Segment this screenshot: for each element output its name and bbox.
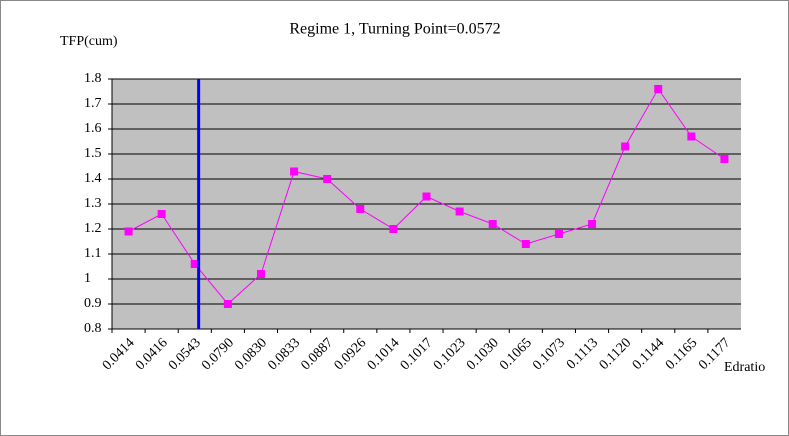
y-tick-label: 1.4	[84, 171, 102, 186]
data-point	[157, 210, 166, 218]
data-point	[488, 220, 497, 228]
data-point	[290, 167, 299, 176]
data-point	[389, 225, 398, 233]
y-tick-label: 1.7	[84, 96, 102, 111]
y-tick-label: 1	[84, 271, 91, 286]
y-tick-label: 0.9	[84, 296, 102, 311]
data-point	[687, 132, 696, 141]
data-point	[521, 240, 530, 248]
y-tick-label: 1.6	[84, 121, 102, 136]
data-point	[455, 207, 464, 216]
y-tick-label: 1.8	[84, 71, 102, 86]
data-point	[223, 300, 232, 308]
chart-title: Regime 1, Turning Point=0.0572	[289, 21, 500, 38]
y-axis-label: TFP(cum)	[60, 34, 118, 49]
data-point	[124, 227, 133, 236]
data-point	[621, 142, 630, 151]
data-point	[720, 155, 729, 163]
data-point	[588, 220, 597, 228]
data-point	[190, 260, 199, 268]
y-tick-label: 1.1	[84, 246, 102, 261]
data-point	[256, 270, 265, 278]
data-point	[654, 85, 663, 93]
data-point	[422, 192, 431, 201]
y-tick-label: 1.3	[84, 196, 102, 211]
x-axis-label: Edratio	[724, 360, 765, 375]
y-tick-label: 1.2	[84, 221, 102, 236]
data-point	[554, 230, 563, 238]
data-point	[356, 205, 365, 213]
data-point	[323, 175, 332, 183]
y-tick-label: 0.8	[84, 321, 102, 336]
y-tick-label: 1.5	[84, 146, 102, 161]
